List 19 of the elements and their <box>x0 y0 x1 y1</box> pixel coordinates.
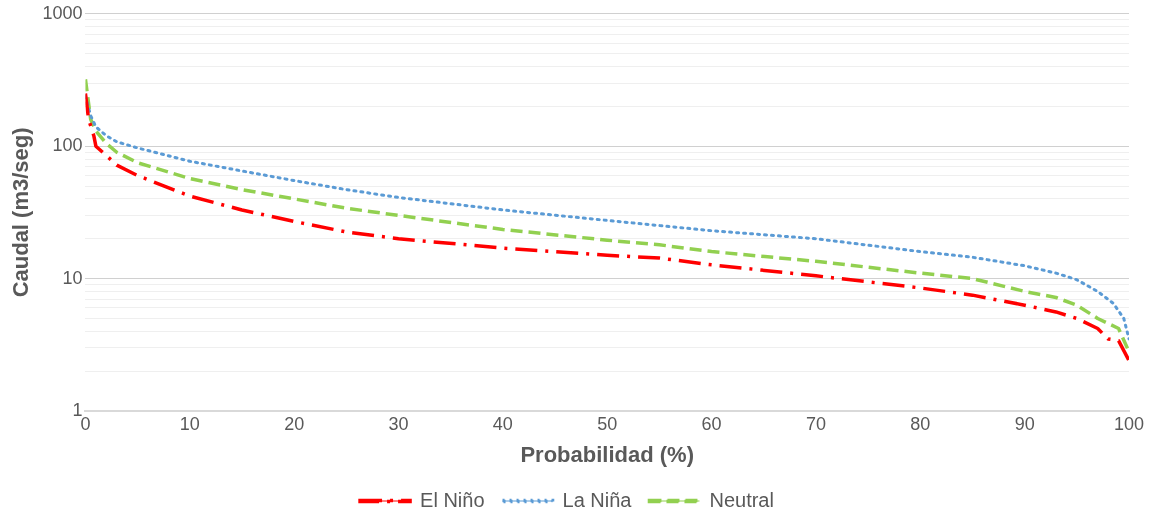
x-tick-label: 40 <box>492 413 513 434</box>
y-tick-label: 100 <box>52 135 83 156</box>
y-axis-title: Caudal (m3/seg) <box>8 127 34 298</box>
y-tick-label: 1 <box>72 399 83 420</box>
y-tick-label: 10 <box>62 267 83 288</box>
x-tick-label: 30 <box>388 413 409 434</box>
x-tick-label: 100 <box>1113 413 1145 434</box>
legend-label: Neutral <box>709 488 774 511</box>
x-axis-title: Probabilidad (%) <box>520 441 694 467</box>
x-tick-label: 20 <box>284 413 305 434</box>
legend-label: La Niña <box>562 488 633 511</box>
x-tick-label: 50 <box>597 413 618 434</box>
legend-label: El Niño <box>420 488 485 511</box>
y-tick-label: 1000 <box>42 2 83 23</box>
x-tick-label: 90 <box>1014 413 1035 434</box>
x-tick-label: 70 <box>805 413 826 434</box>
x-tick-label: 80 <box>910 413 931 434</box>
x-tick-label: 60 <box>701 413 722 434</box>
x-tick-label: 10 <box>179 413 200 434</box>
